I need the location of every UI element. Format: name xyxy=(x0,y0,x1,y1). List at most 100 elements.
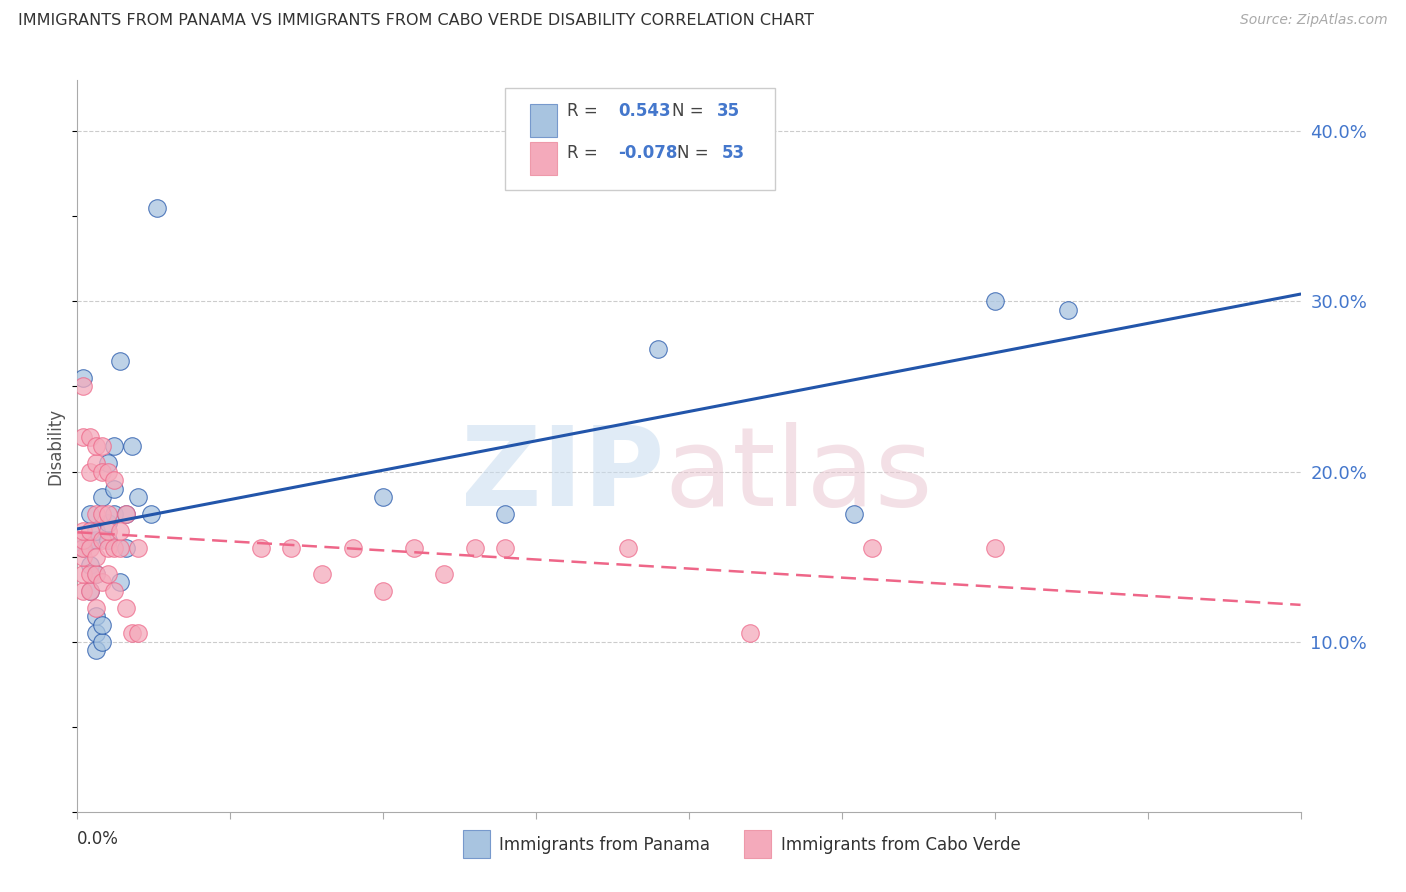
Point xyxy=(97,524,120,538)
Bar xyxy=(530,104,557,137)
Text: Source: ZipAtlas.com: Source: ZipAtlas.com xyxy=(1240,13,1388,28)
Point xyxy=(84,566,107,581)
Point xyxy=(108,575,131,590)
Point xyxy=(90,465,112,479)
Point xyxy=(146,201,169,215)
Point xyxy=(72,533,94,547)
Point xyxy=(115,600,138,615)
Point xyxy=(103,482,125,496)
Bar xyxy=(744,830,770,858)
Point xyxy=(84,566,107,581)
Point xyxy=(740,626,762,640)
Point xyxy=(79,541,101,555)
Text: Immigrants from Cabo Verde: Immigrants from Cabo Verde xyxy=(780,836,1021,854)
Point xyxy=(84,626,107,640)
Point xyxy=(84,456,107,470)
Point xyxy=(121,439,143,453)
Point xyxy=(617,541,640,555)
Point xyxy=(79,524,101,538)
Point xyxy=(984,541,1007,555)
Point xyxy=(647,342,669,356)
Point xyxy=(97,566,120,581)
Point xyxy=(108,541,131,555)
Point xyxy=(72,541,94,555)
Point xyxy=(72,524,94,538)
Point xyxy=(84,549,107,564)
Point xyxy=(79,566,101,581)
Text: 35: 35 xyxy=(717,102,740,120)
Point xyxy=(121,626,143,640)
Point xyxy=(90,533,112,547)
Point xyxy=(79,583,101,598)
Point xyxy=(90,575,112,590)
Point xyxy=(72,541,94,555)
Text: R =: R = xyxy=(567,102,603,120)
Point xyxy=(84,524,107,538)
Point xyxy=(97,507,120,521)
Point xyxy=(72,371,94,385)
Point xyxy=(433,566,456,581)
Point xyxy=(72,430,94,444)
Point xyxy=(108,354,131,368)
Bar xyxy=(530,143,557,176)
Point xyxy=(103,507,125,521)
Point xyxy=(97,465,120,479)
Text: ZIP: ZIP xyxy=(461,422,665,529)
Point xyxy=(1057,302,1080,317)
Point xyxy=(128,490,150,504)
Point xyxy=(139,507,162,521)
Point xyxy=(84,609,107,624)
Text: 0.543: 0.543 xyxy=(619,102,671,120)
Point xyxy=(72,583,94,598)
Point xyxy=(79,533,101,547)
Point xyxy=(84,643,107,657)
Text: N =: N = xyxy=(672,102,709,120)
Point xyxy=(103,473,125,487)
Point xyxy=(90,439,112,453)
Point xyxy=(402,541,425,555)
Bar xyxy=(463,830,489,858)
Point xyxy=(115,507,138,521)
Text: -0.078: -0.078 xyxy=(619,145,678,162)
Point xyxy=(311,566,333,581)
Point xyxy=(97,541,120,555)
Point xyxy=(103,439,125,453)
Point xyxy=(97,456,120,470)
Point xyxy=(84,533,107,547)
Point xyxy=(250,541,273,555)
Text: 53: 53 xyxy=(721,145,745,162)
Point xyxy=(371,490,394,504)
Point xyxy=(128,626,150,640)
Point xyxy=(842,507,865,521)
Point xyxy=(862,541,884,555)
Point xyxy=(115,507,138,521)
Point xyxy=(72,566,94,581)
Point xyxy=(90,507,112,521)
Point xyxy=(84,507,107,521)
Text: R =: R = xyxy=(567,145,603,162)
Point xyxy=(90,617,112,632)
Point xyxy=(79,430,101,444)
Y-axis label: Disability: Disability xyxy=(46,408,65,484)
Point xyxy=(79,583,101,598)
Point xyxy=(90,490,112,504)
Point xyxy=(342,541,364,555)
Point xyxy=(495,507,517,521)
Point xyxy=(495,541,517,555)
Text: 0.0%: 0.0% xyxy=(77,830,120,848)
Text: IMMIGRANTS FROM PANAMA VS IMMIGRANTS FROM CABO VERDE DISABILITY CORRELATION CHAR: IMMIGRANTS FROM PANAMA VS IMMIGRANTS FRO… xyxy=(18,13,814,29)
Point xyxy=(79,558,101,572)
Point xyxy=(72,379,94,393)
Point xyxy=(90,634,112,648)
Point xyxy=(128,541,150,555)
Point xyxy=(103,541,125,555)
Point xyxy=(79,465,101,479)
Point xyxy=(79,507,101,521)
Point xyxy=(72,549,94,564)
Point xyxy=(115,541,138,555)
Point xyxy=(108,524,131,538)
Text: atlas: atlas xyxy=(665,422,934,529)
Point xyxy=(84,600,107,615)
Text: Immigrants from Panama: Immigrants from Panama xyxy=(499,836,710,854)
Point xyxy=(84,439,107,453)
